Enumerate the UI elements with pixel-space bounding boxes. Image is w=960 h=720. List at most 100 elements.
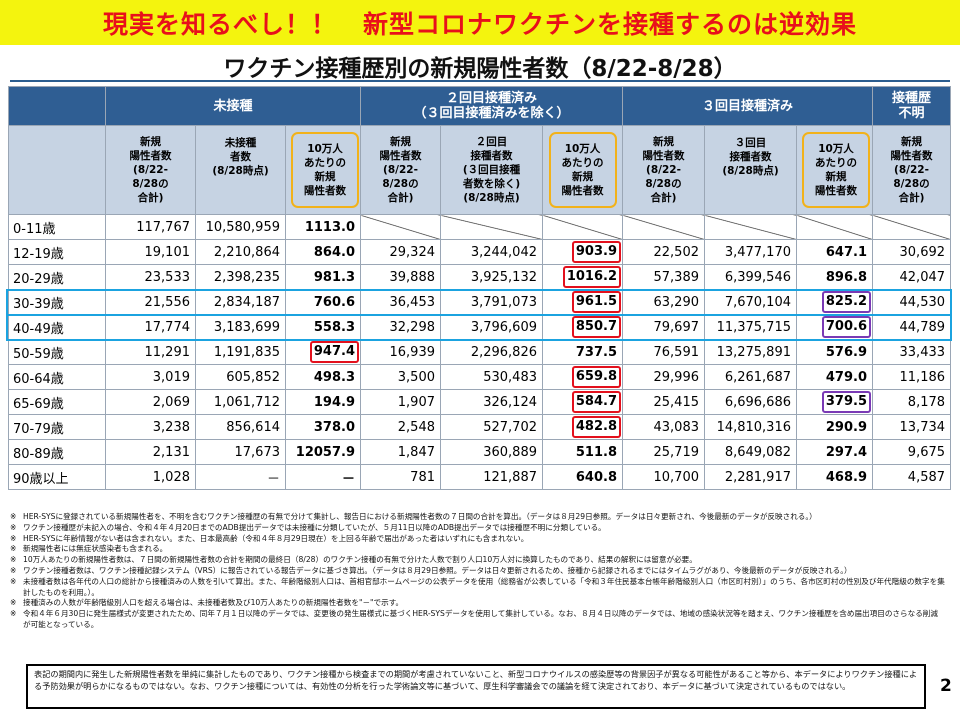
purple-highlight-box: 379.5 [821,391,872,413]
unvax-new-cell: 17,774 [105,314,196,340]
d3-rate-cell: 896.8 [795,264,874,290]
unvax-pop-cell: 2,398,235 [195,264,286,290]
red-highlight-box: 584.7 [571,391,621,413]
d3-rate-cell: 468.9 [795,464,874,490]
table-row: 80-89歳 2,131 17,673 12057.9 1,847 360,88… [8,439,952,465]
d3-new-cell: 63,290 [622,289,705,315]
unvax-new-cell: 1,028 [105,464,196,490]
table-row: 70-79歳 3,238 856,614 378.0 2,548 527,702… [8,414,952,440]
purple-highlight-box: 700.6 [821,316,872,338]
d2-new-cell-empty [360,214,441,240]
d2-rate-cell: 737.5 [542,339,623,365]
table-row: 20-29歳 23,533 2,398,235 981.3 39,888 3,9… [8,264,952,290]
d3-pop-cell: 14,810,316 [704,414,797,440]
footnote-text: HER-SYSに年齢情報がない者は含まれない。また、日本最高齢（令和４年８月29… [23,533,529,543]
corner-sub-cell [8,125,106,215]
table-row: 65-69歳 2,069 1,061,712 194.9 1,907 326,1… [8,389,952,415]
d2-new-cell: 781 [360,464,441,490]
col-header-d2-rate: 10万人 あたりの 新規 陽性者数 [542,125,623,215]
d2-rate-cell: 850.7 [542,314,623,340]
footnote: ※ ワクチン接種歴が未記入の場合、令和４年４月20日までのADB提出データでは未接… [10,523,945,534]
red-highlight-box: 482.8 [571,416,621,438]
footnotes: ※ HER-SYSに登録されている新規陽性者を、不明を含むワクチン接種歴の有無で分… [10,512,945,631]
unvax-rate-cell: 864.0 [285,239,361,265]
unvax-pop-cell: 2,210,864 [195,239,286,265]
unknown-new-cell-empty [872,214,952,240]
unvax-pop-cell: 1,061,712 [195,389,286,415]
disclaimer-box: 表記の期間内に発生した新規陽性者数を単純に集計したものであり、ワクチン接種から検… [26,664,926,709]
d2-new-cell: 16,939 [360,339,441,365]
d2-pop-cell: 3,925,132 [440,264,543,290]
unvax-new-cell: 19,101 [105,239,196,265]
footnote-text: ワクチン接種歴が未記入の場合、令和４年４月20日までのADB提出データでは未接種… [23,522,606,532]
d2-rate-cell: 659.8 [542,364,623,390]
d2-pop-cell: 121,887 [440,464,543,490]
d2-new-cell: 39,888 [360,264,441,290]
unvax-rate-cell: 947.4 [285,339,361,365]
table-row: 60-64歳 3,019 605,852 498.3 3,500 530,483… [8,364,952,390]
d2-pop-cell: 326,124 [440,389,543,415]
d3-new-cell: 25,719 [622,439,705,465]
footnote: ※ HER-SYSに年齢情報がない者は含まれない。また、日本最高齢（令和４年８月2… [10,534,945,545]
col-header-unvax-pop: 未接種 者数 (8/28時点) [195,125,286,215]
age-cell: 12-19歳 [8,239,106,265]
unvax-new-cell: 21,556 [105,289,196,315]
col-header-unvax-new: 新規 陽性者数 (8/22- 8/28の 合計) [105,125,196,215]
unvax-rate-cell: 194.9 [285,389,361,415]
d3-rate-cell: 576.9 [795,339,874,365]
d2-new-cell: 29,324 [360,239,441,265]
footnote-mark: ※ [10,609,17,619]
unknown-new-cell: 9,675 [872,439,952,465]
table-row: 12-19歳 19,101 2,210,864 864.0 29,324 3,2… [8,239,952,265]
unvax-pop-cell: － [195,464,286,490]
d2-pop-cell-empty [440,214,543,240]
col-header-unvax-rate-label: 10万人 あたりの 新規 陽性者数 [291,132,359,208]
table-row: 40-49歳 17,774 3,183,699 558.3 32,298 3,7… [8,314,952,340]
footnote-mark: ※ [10,565,17,575]
col-header-d2-new: 新規 陽性者数 (8/22- 8/28の 合計) [360,125,441,215]
unvax-new-cell: 3,019 [105,364,196,390]
col-header-d3-new: 新規 陽性者数 (8/22- 8/28の 合計) [622,125,705,215]
d2-new-cell: 3,500 [360,364,441,390]
red-highlight-box: 947.4 [309,341,359,363]
group-header-dose3: ３回目接種済み [621,86,874,126]
d3-pop-cell: 6,261,687 [704,364,797,390]
age-cell: 60-64歳 [8,364,106,390]
footnote-mark: ※ [10,544,17,554]
d3-pop-cell: 6,399,546 [704,264,797,290]
table-row: 90歳以上 1,028 － － 781 121,887 640.8 10,700… [8,464,952,490]
red-highlight-box: 1016.2 [562,266,621,288]
d2-rate-cell-empty [542,214,623,240]
footnote-text: HER-SYSに登録されている新規陽性者を、不明を含むワクチン接種歴の有無で分け… [23,512,817,521]
unvax-pop-cell: 605,852 [195,364,286,390]
age-cell: 30-39歳 [8,289,106,315]
d3-new-cell: 76,591 [622,339,705,365]
red-highlight-box: 850.7 [571,316,621,338]
col-header-d2-pop: ２回目 接種者数 (３回目接種 者数を除く) (8/28時点) [440,125,543,215]
unvax-rate-cell: 12057.9 [285,439,361,465]
d3-new-cell: 43,083 [622,414,705,440]
d3-new-cell: 29,996 [622,364,705,390]
page-title: ワクチン接種歴別の新規陽性者数（8/22-8/28） [223,56,737,82]
d3-pop-cell: 2,281,917 [704,464,797,490]
unvax-rate-cell: 760.6 [285,289,361,315]
d3-new-cell-empty [622,214,705,240]
footnote-text: 10万人あたりの新規陽性者数は、７日間の新規陽性者数の合計を期間の最終日（8/2… [23,555,697,565]
footnote-text: 新規陽性者には無症状感染者も含まれる。 [23,544,168,554]
unvax-pop-cell: 856,614 [195,414,286,440]
age-cell: 50-59歳 [8,339,106,365]
d3-new-cell: 79,697 [622,314,705,340]
d3-pop-cell: 7,670,104 [704,289,797,315]
d2-new-cell: 36,453 [360,289,441,315]
unknown-new-cell: 33,433 [872,339,952,365]
d3-new-cell: 25,415 [622,389,705,415]
footnote-text: 未接種者数は各年代の人口の総計から接種済みの人数を引いて算出。また、年齢階級別人… [23,576,945,597]
d2-new-cell: 32,298 [360,314,441,340]
unknown-new-cell: 11,186 [872,364,952,390]
d2-pop-cell: 2,296,826 [440,339,543,365]
age-cell: 90歳以上 [8,464,106,490]
d3-pop-cell: 11,375,715 [704,314,797,340]
unknown-new-cell: 44,789 [872,314,952,340]
col-header-d2-rate-label: 10万人 あたりの 新規 陽性者数 [548,132,617,208]
d2-rate-cell: 482.8 [542,414,623,440]
